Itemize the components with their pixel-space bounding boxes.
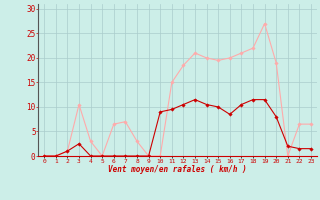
X-axis label: Vent moyen/en rafales ( km/h ): Vent moyen/en rafales ( km/h ) [108, 165, 247, 174]
